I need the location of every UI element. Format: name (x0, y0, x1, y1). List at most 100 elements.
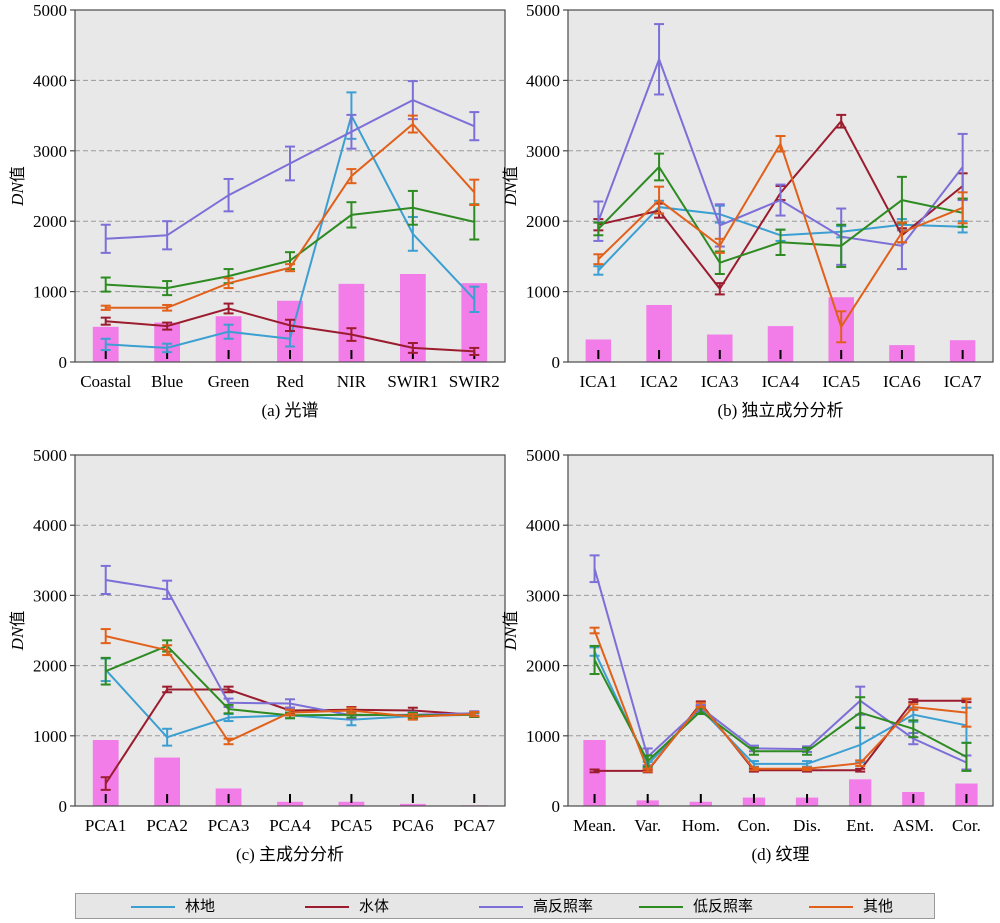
bar (689, 801, 712, 806)
y-axis-label: DN值 (501, 611, 520, 652)
y-tick-label: 2000 (33, 212, 67, 231)
error-bar (162, 220, 173, 251)
y-tick-label: 0 (59, 353, 68, 372)
chart-panel-2: 0 1000 2000 3000 4000 5000 ICA1 ICA2 ICA3 ICA4 ICA… (501, 1, 994, 420)
y-tick-label: 4000 (526, 71, 560, 90)
x-tick-label: PCA2 (146, 816, 188, 835)
y-axis-label: DN值 (8, 166, 27, 207)
legend-item: 水体 (305, 895, 389, 917)
error-bar (162, 280, 173, 297)
error-bar (285, 263, 295, 273)
legend-item: 高反照率 (479, 895, 593, 917)
error-bar (407, 713, 418, 721)
error-bar (961, 741, 972, 772)
chart-panel-4: 0 1000 2000 3000 4000 5000 Mean. Var. Hom. Con. Di… (501, 446, 994, 864)
y-tick-label: 5000 (33, 1, 67, 20)
error-bar (162, 579, 173, 600)
error-bar (346, 201, 357, 229)
bar (338, 283, 365, 362)
error-bar (775, 183, 786, 217)
legend-label: 林地 (185, 897, 216, 915)
y-axis-label: DN值 (8, 611, 27, 652)
error-bar (695, 701, 706, 709)
x-tick-label: Hom. (682, 816, 720, 835)
x-tick-label: ICA2 (640, 372, 678, 391)
series-line (593, 568, 967, 764)
error-bar (162, 342, 173, 354)
y-tick-label: 5000 (33, 446, 67, 465)
error-bar (100, 316, 111, 326)
error-bar (654, 185, 665, 215)
y-tick-label: 2000 (526, 657, 560, 676)
plot-frame (567, 9, 994, 363)
x-tick-label: PCA7 (453, 816, 495, 835)
plot-frame (74, 454, 506, 807)
x-tick-label: NIR (337, 372, 367, 391)
error-bar (593, 253, 604, 266)
x-tick-label: PCA5 (331, 816, 373, 835)
bar (849, 779, 872, 806)
error-bar (223, 323, 234, 340)
error-bar (223, 177, 234, 213)
error-bar (896, 221, 907, 244)
y-tick-label: 1000 (526, 283, 560, 302)
error-bar (748, 766, 759, 772)
error-bar (100, 776, 111, 791)
error-bar (162, 727, 173, 747)
x-tick-label: PCA3 (208, 816, 250, 835)
x-tick-label: Blue (151, 372, 183, 391)
y-tick-label: 0 (552, 797, 561, 816)
y-axis-label: DN值 (501, 166, 520, 207)
error-bar (469, 285, 480, 314)
error-bar (714, 282, 725, 296)
error-bar (714, 237, 725, 254)
error-bar (162, 303, 173, 312)
plot-area (568, 455, 993, 806)
legend-swatch (479, 905, 523, 908)
x-tick-label: Cor. (952, 816, 981, 835)
error-bar (100, 304, 111, 311)
x-tick-label: Green (208, 372, 250, 391)
error-bar (748, 746, 759, 756)
legend-swatch (131, 905, 175, 908)
error-bar (836, 310, 847, 344)
y-tick-label: 1000 (33, 727, 67, 746)
error-bar (908, 703, 919, 711)
x-tick-label: Mean. (573, 816, 616, 835)
x-tick-label: PCA1 (85, 816, 127, 835)
x-tick-label: ICA3 (701, 372, 739, 391)
x-tick-label: Red (276, 372, 304, 391)
legend-swatch (809, 905, 853, 908)
error-bar (855, 767, 866, 773)
error-bar (346, 327, 357, 342)
error-bar (802, 766, 813, 772)
x-tick-label: Dis. (793, 816, 821, 835)
error-bar (162, 685, 173, 694)
x-tick-label: ASM. (893, 816, 934, 835)
error-bar (589, 554, 600, 584)
error-bar (469, 346, 480, 356)
legend-item: 林地 (131, 895, 215, 917)
error-bar (775, 135, 786, 153)
chart-panel-1: 0 1000 2000 3000 4000 5000 Coastal Blue Green Red… (8, 1, 506, 420)
x-tick-label: ICA7 (944, 372, 982, 391)
error-bar (908, 698, 919, 704)
error-bar (469, 111, 480, 142)
series-line (593, 651, 967, 767)
y-tick-label: 4000 (526, 516, 560, 535)
x-tick-label: ICA5 (822, 372, 860, 391)
legend-label: 水体 (359, 897, 390, 915)
panel-caption: (d) 纹理 (751, 845, 809, 864)
error-bar (836, 113, 847, 129)
plot-area (75, 455, 505, 806)
error-bar (836, 223, 847, 268)
error-bar (346, 168, 357, 185)
error-bar (654, 23, 665, 96)
legend-item: 其他 (809, 895, 893, 917)
legend-swatch (305, 905, 349, 908)
error-bar (223, 302, 234, 315)
error-bar (407, 341, 418, 354)
error-bar (223, 685, 234, 694)
y-tick-label: 2000 (526, 212, 560, 231)
bar (636, 800, 659, 806)
